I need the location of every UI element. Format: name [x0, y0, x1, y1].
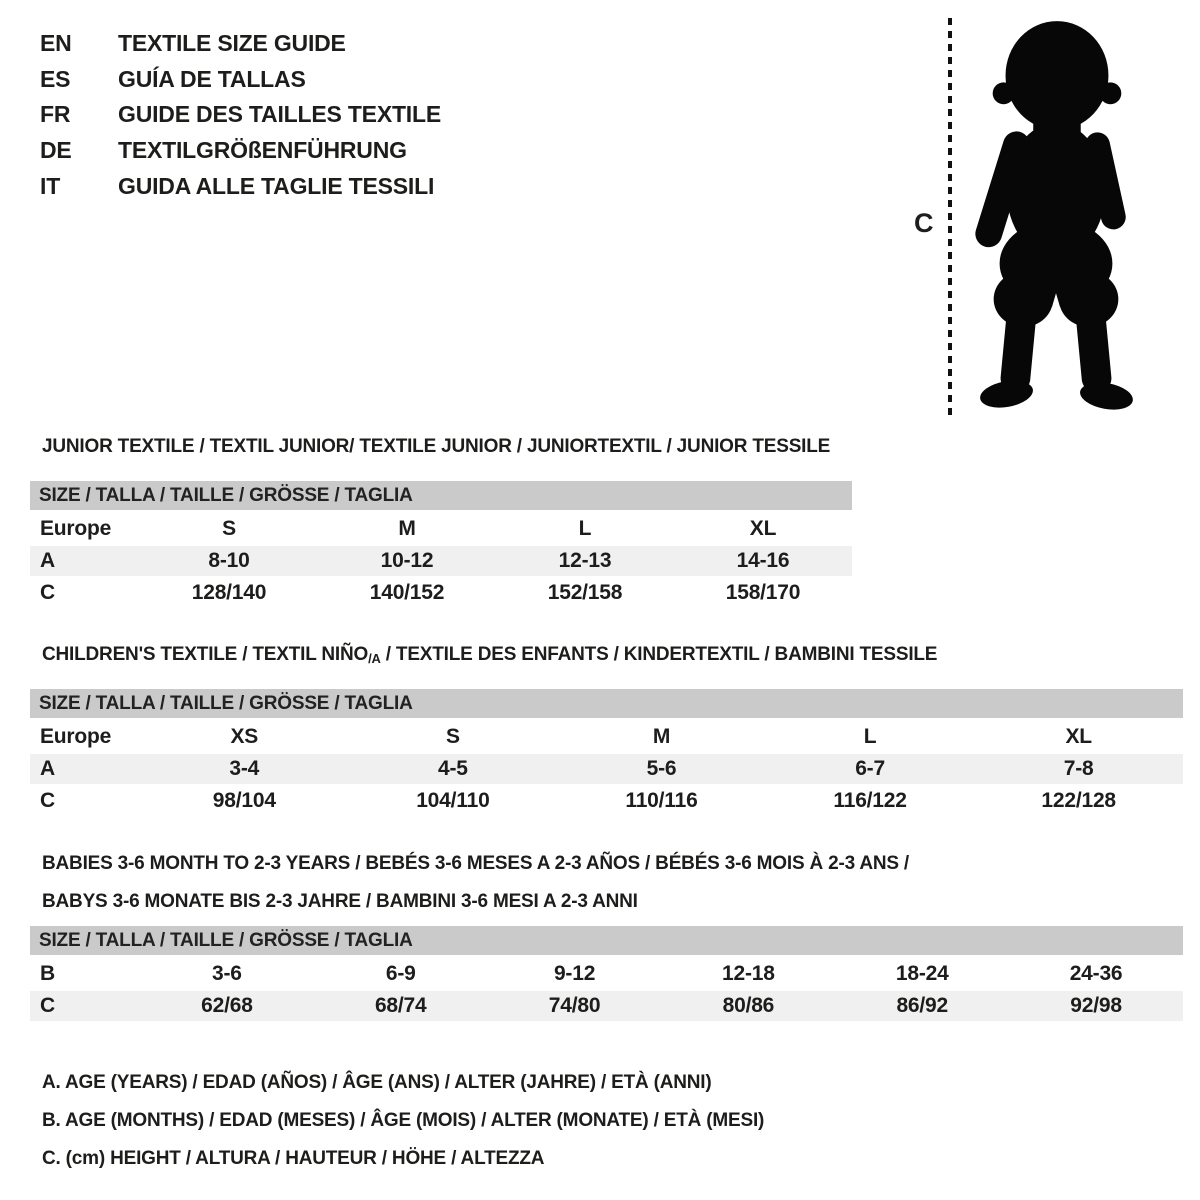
size-header-label: SIZE / TALLA / TAILLE / GRÖSSE / TAGLIA: [39, 692, 413, 714]
size-cell: M: [398, 517, 416, 540]
height-cell: 74/80: [548, 994, 601, 1017]
lang-title: GUIDE DES TAILLES TEXTILE: [118, 101, 441, 128]
months-cell: 3-6: [212, 962, 242, 985]
row-label: C: [40, 789, 55, 812]
row-label: Europe: [40, 517, 112, 540]
babies-title-line1: BABIES 3-6 MONTH TO 2-3 YEARS / BEBÉS 3-…: [42, 853, 910, 874]
lang-code: ES: [40, 65, 71, 92]
table-row-height: C 128/140 140/152 152/158 158/170: [30, 578, 852, 608]
height-cell: 110/116: [625, 789, 698, 812]
size-header-bar: SIZE / TALLA / TAILLE / GRÖSSE / TAGLIA: [30, 689, 1183, 718]
height-cell: 152/158: [547, 581, 623, 604]
size-cell: XS: [230, 725, 259, 748]
row-label: B: [40, 962, 55, 985]
lang-row-de: DE TEXTILGRÖßENFÜHRUNG: [40, 133, 441, 169]
height-cell: 116/122: [833, 789, 907, 812]
lang-row-fr: FR GUIDE DES TAILLES TEXTILE: [40, 97, 441, 133]
size-cell: L: [578, 517, 592, 540]
table-row-europe: Europe S M L XL: [30, 514, 852, 544]
footnote-b: B. AGE (MONTHS) / EDAD (MESES) / ÂGE (MO…: [42, 1110, 765, 1131]
height-cell: 128/140: [191, 581, 267, 604]
lang-code: IT: [40, 172, 61, 199]
age-cell: 8-10: [208, 549, 250, 572]
height-cell: 98/104: [212, 789, 276, 812]
height-measure-figure: C: [900, 0, 1180, 432]
children-size-table: SIZE / TALLA / TAILLE / GRÖSSE / TAGLIA …: [30, 689, 1183, 816]
height-dashed-line: [948, 18, 952, 415]
age-cell: 6-7: [855, 757, 885, 780]
babies-title-line2: BABYS 3-6 MONATE BIS 2-3 JAHRE / BAMBINI…: [42, 891, 638, 912]
age-cell: 5-6: [646, 757, 677, 780]
height-cell: 104/110: [416, 789, 490, 812]
age-cell: 3-4: [229, 757, 260, 780]
height-cell: 122/128: [1041, 789, 1116, 812]
babies-size-table: SIZE / TALLA / TAILLE / GRÖSSE / TAGLIA …: [30, 926, 1183, 1021]
footnote-a: A. AGE (YEARS) / EDAD (AÑOS) / ÂGE (ANS)…: [42, 1072, 712, 1093]
size-header-label: SIZE / TALLA / TAILLE / GRÖSSE / TAGLIA: [39, 929, 413, 951]
lang-code: FR: [40, 101, 71, 128]
size-cell: XL: [749, 517, 777, 540]
months-cell: 12-18: [722, 962, 775, 985]
size-cell: M: [652, 725, 671, 748]
children-title-pre: CHILDREN'S TEXTILE / TEXTIL NIÑO: [42, 644, 369, 665]
size-header-label: SIZE / TALLA / TAILLE / GRÖSSE / TAGLIA: [39, 484, 413, 506]
footnote-legend: A. AGE (YEARS) / EDAD (AÑOS) / ÂGE (ANS)…: [42, 1064, 764, 1178]
size-cell: L: [863, 725, 877, 748]
height-cell: 86/92: [896, 994, 948, 1017]
junior-section-title: JUNIOR TEXTILE / TEXTIL JUNIOR/ TEXTILE …: [42, 436, 831, 457]
height-cell: 158/170: [725, 581, 801, 604]
height-cell: 68/74: [374, 994, 427, 1017]
measure-c-label: C: [914, 208, 934, 238]
table-row-europe: Europe XS S M L XL: [30, 722, 1183, 752]
lang-title: TEXTILGRÖßENFÜHRUNG: [118, 137, 407, 164]
row-label: C: [40, 581, 55, 604]
height-cell: 80/86: [722, 994, 775, 1017]
lang-row-en: EN TEXTILE SIZE GUIDE: [40, 26, 441, 62]
size-cell: XL: [1065, 725, 1092, 748]
height-cell: 140/152: [369, 581, 445, 604]
lang-row-it: IT GUIDA ALLE TAGLIE TESSILI: [40, 168, 441, 204]
size-header-bar: SIZE / TALLA / TAILLE / GRÖSSE / TAGLIA: [30, 481, 852, 510]
table-row-months: B 3-6 6-9 9-12 12-18 18-24 24-36: [30, 959, 1183, 989]
table-row-age: A 3-4 4-5 5-6 6-7 7-8: [30, 754, 1183, 784]
age-cell: 14-16: [736, 549, 790, 572]
row-label: C: [40, 994, 55, 1017]
table-row-height: C 98/104 104/110 110/116 116/122 122/128: [30, 786, 1183, 816]
baby-silhouette-icon: [975, 21, 1133, 410]
row-label: A: [40, 549, 55, 572]
size-header-bar: SIZE / TALLA / TAILLE / GRÖSSE / TAGLIA: [30, 926, 1183, 955]
height-cell: 92/98: [1070, 994, 1122, 1017]
lang-title: GUIDA ALLE TAGLIE TESSILI: [118, 172, 435, 199]
table-row-age: A 8-10 10-12 12-13 14-16: [30, 546, 852, 576]
size-cell: S: [445, 725, 460, 748]
row-label: Europe: [40, 725, 112, 748]
junior-size-table: SIZE / TALLA / TAILLE / GRÖSSE / TAGLIA …: [30, 481, 852, 608]
children-title-post: / TEXTILE DES ENFANTS / KINDERTEXTIL / B…: [380, 644, 938, 665]
size-cell: S: [222, 517, 236, 540]
age-cell: 10-12: [380, 549, 434, 572]
table-row-height: C 62/68 68/74 74/80 80/86 86/92 92/98: [30, 991, 1183, 1021]
age-cell: 4-5: [438, 757, 468, 780]
babies-section-title: BABIES 3-6 MONTH TO 2-3 YEARS / BEBÉS 3-…: [42, 845, 909, 921]
row-label: A: [40, 757, 55, 780]
lang-title: TEXTILE SIZE GUIDE: [118, 30, 346, 57]
lang-code: EN: [40, 30, 72, 57]
children-title-sub: /A: [368, 651, 381, 666]
months-cell: 9-12: [553, 962, 596, 985]
age-cell: 12-13: [558, 549, 612, 572]
months-cell: 6-9: [385, 962, 416, 985]
children-section-title: CHILDREN'S TEXTILE / TEXTIL NIÑO/A / TEX…: [42, 644, 937, 666]
language-title-list: EN TEXTILE SIZE GUIDE ES GUÍA DE TALLAS …: [40, 26, 441, 204]
lang-row-es: ES GUÍA DE TALLAS: [40, 62, 441, 98]
lang-code: DE: [40, 137, 72, 164]
footnote-c: C. (cm) HEIGHT / ALTURA / HAUTEUR / HÖHE…: [42, 1148, 545, 1169]
age-cell: 7-8: [1063, 757, 1094, 780]
months-cell: 18-24: [895, 962, 949, 985]
months-cell: 24-36: [1069, 962, 1123, 985]
height-cell: 62/68: [201, 994, 253, 1017]
lang-title: GUÍA DE TALLAS: [118, 65, 306, 92]
